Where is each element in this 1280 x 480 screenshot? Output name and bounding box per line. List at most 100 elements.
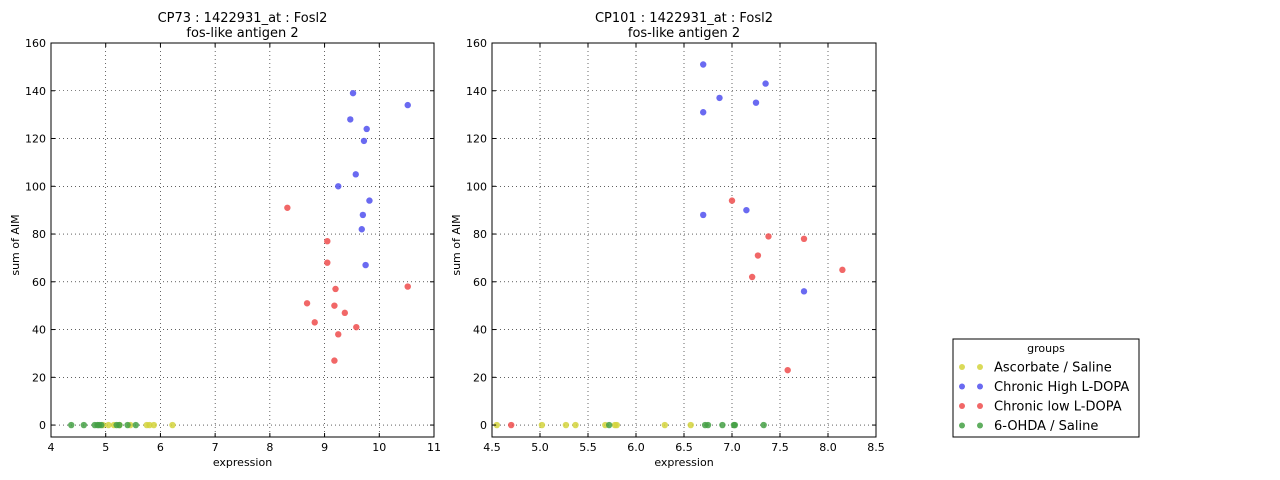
- legend-label: Chronic low L-DOPA: [994, 400, 1122, 415]
- y-tick-label: 20: [32, 371, 46, 384]
- legend-box: [952, 338, 1140, 438]
- x-tick-label: 6.0: [627, 441, 645, 454]
- data-point: [341, 309, 349, 317]
- y-tick-label: 60: [473, 276, 487, 289]
- data-point: [613, 421, 620, 429]
- legend-title: groups: [1027, 342, 1065, 355]
- x-tick-label: 4: [48, 441, 55, 454]
- data-point: [80, 421, 88, 429]
- data-point: [303, 300, 311, 307]
- y-tick-label: 100: [466, 180, 487, 193]
- data-point: [700, 211, 707, 219]
- y-tick-label: 120: [25, 133, 46, 146]
- x-tick-label: 6: [157, 441, 164, 454]
- data-point: [311, 319, 318, 326]
- data-point: [700, 61, 707, 68]
- grid: [50, 42, 435, 437]
- x-tick-label: 4.5: [483, 441, 501, 454]
- data-point: [800, 288, 808, 295]
- data-point: [754, 252, 762, 259]
- x-tick-label: 7.5: [771, 441, 789, 454]
- data-point: [353, 323, 360, 331]
- y-tick-label: 160: [25, 37, 46, 50]
- x-tick-label: 8.0: [819, 441, 837, 454]
- x-tick-label: 9: [321, 441, 328, 454]
- data-point: [284, 204, 291, 211]
- data-point: [748, 273, 756, 281]
- data-point: [762, 80, 769, 87]
- y-tick-label: 40: [473, 324, 487, 337]
- legend-marker: [977, 403, 983, 409]
- x-tick-label: 7.0: [723, 441, 741, 454]
- y-tick-label: 60: [32, 276, 46, 289]
- chart-title-line1: CP73 : 1422931_at : Fosl2: [158, 11, 328, 26]
- y-tick-label: 20: [473, 371, 487, 384]
- data-point: [752, 99, 760, 106]
- data-point: [784, 366, 791, 374]
- y-tick-label: 40: [32, 324, 46, 337]
- data-point: [68, 421, 75, 429]
- data-point: [700, 109, 707, 116]
- y-axis-label: sum of AIM: [450, 214, 463, 275]
- x-tick-label: 11: [427, 441, 441, 454]
- data-point: [352, 171, 359, 178]
- data-point: [719, 421, 726, 429]
- legend-marker: [959, 422, 965, 429]
- legend-marker: [977, 364, 983, 370]
- y-tick-label: 140: [25, 85, 46, 98]
- x-tick-label: 5.0: [531, 441, 549, 454]
- data-point: [404, 283, 411, 290]
- chart-title-line2: fos-like antigen 2: [628, 26, 740, 41]
- legend-label: 6-OHDA / Saline: [994, 419, 1098, 434]
- data-point: [363, 125, 370, 133]
- legend-marker: [959, 403, 965, 409]
- data-point: [562, 421, 570, 429]
- data-point: [538, 421, 546, 429]
- y-tick-label: 80: [473, 228, 487, 241]
- data-points: [68, 89, 411, 429]
- y-tick-label: 80: [32, 228, 46, 241]
- data-point: [331, 302, 338, 309]
- y-axis-label: sum of AIM: [9, 214, 22, 275]
- y-tick-label: 100: [25, 180, 46, 193]
- data-point: [800, 235, 808, 243]
- x-tick-label: 8: [266, 441, 273, 454]
- data-point: [105, 421, 112, 429]
- legend-label: Ascorbate / Saline: [994, 361, 1112, 376]
- data-point: [146, 421, 153, 429]
- data-point: [743, 206, 750, 214]
- data-point: [508, 421, 515, 429]
- data-point: [366, 197, 373, 204]
- chart-title-line2: fos-like antigen 2: [186, 26, 298, 41]
- data-point: [839, 266, 846, 274]
- y-tick-label: 0: [39, 419, 46, 432]
- data-point: [572, 421, 579, 429]
- x-tick-label: 5: [102, 441, 109, 454]
- data-point: [605, 421, 613, 429]
- legend: groups Ascorbate / Saline Chronic High L-D…: [952, 338, 1140, 438]
- data-point: [132, 421, 140, 429]
- data-point: [728, 197, 736, 204]
- data-point: [360, 137, 368, 145]
- data-point: [704, 421, 712, 429]
- data-point: [331, 357, 338, 364]
- x-tick-label: 6.5: [675, 441, 693, 454]
- x-tick-label: 7: [212, 441, 219, 454]
- y-tick-label: 140: [466, 85, 487, 98]
- data-point: [324, 259, 331, 266]
- data-point: [493, 421, 500, 429]
- legend-label: Chronic High L-DOPA: [994, 380, 1129, 395]
- x-tick-label: 8.5: [867, 441, 885, 454]
- data-point: [169, 421, 176, 429]
- x-tick-label: 10: [372, 441, 386, 454]
- data-point: [98, 421, 105, 429]
- data-point: [661, 421, 668, 429]
- data-point: [124, 421, 131, 429]
- grid: [491, 42, 877, 437]
- y-tick-label: 120: [466, 133, 487, 146]
- data-point: [358, 226, 365, 233]
- data-point: [362, 261, 369, 269]
